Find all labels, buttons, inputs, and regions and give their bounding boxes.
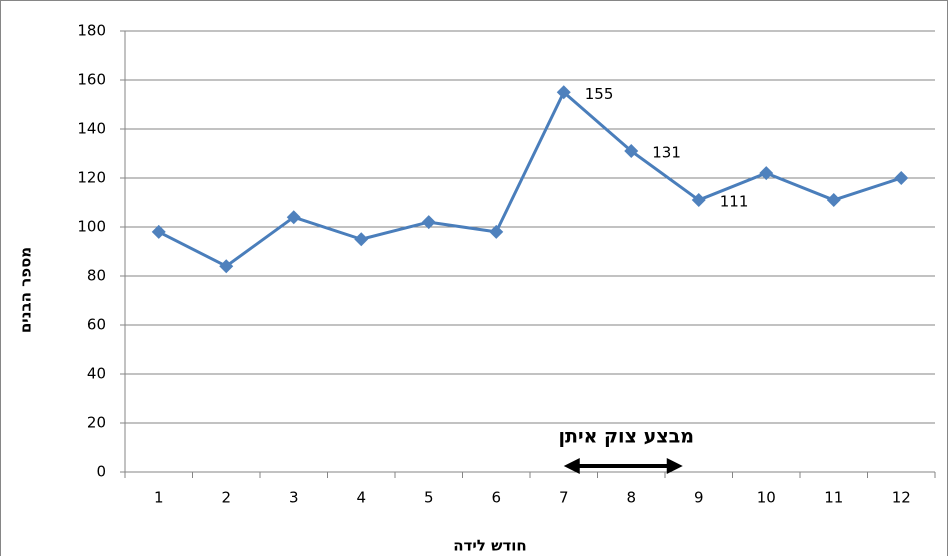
- data-label: 131: [652, 144, 681, 162]
- y-tick-label: 60: [87, 316, 106, 334]
- y-tick-label: 40: [87, 365, 106, 383]
- x-tick-label: 8: [626, 489, 636, 507]
- data-label: 111: [720, 193, 749, 211]
- y-tick-label: 140: [77, 120, 106, 138]
- y-tick-label: 20: [87, 414, 106, 432]
- y-tick-label: 100: [77, 218, 106, 236]
- x-tick-label: 10: [757, 489, 776, 507]
- x-tick-label: 7: [559, 489, 569, 507]
- x-axis-label: חודש לידה: [453, 537, 526, 555]
- y-tick-label: 120: [77, 169, 106, 187]
- x-tick-label: 4: [356, 489, 366, 507]
- arrow-head: [563, 458, 580, 474]
- data-label: 155: [585, 85, 614, 103]
- annotation: מבצע צוק איתן: [559, 426, 694, 448]
- y-axis-label: מספר הבנים: [17, 247, 35, 333]
- y-tick-label: 0: [96, 463, 106, 481]
- y-tick-label: 160: [77, 71, 106, 89]
- x-tick-label: 2: [221, 489, 231, 507]
- marker: [354, 232, 369, 247]
- arrow-head: [666, 458, 683, 474]
- x-tick-label: 12: [892, 489, 911, 507]
- x-tick-label: 5: [424, 489, 434, 507]
- x-tick-label: 9: [694, 489, 704, 507]
- marker: [624, 144, 639, 159]
- marker: [219, 259, 234, 274]
- x-tick-label: 1: [154, 489, 164, 507]
- marker: [421, 215, 436, 230]
- y-tick-label: 80: [87, 267, 106, 285]
- x-tick-label: 3: [289, 489, 299, 507]
- marker: [759, 166, 774, 181]
- line: [158, 90, 902, 268]
- marker: [826, 193, 841, 208]
- marker: [286, 210, 301, 225]
- y-tick-label: 180: [77, 22, 106, 40]
- marker: [556, 85, 571, 100]
- x-tick-label: 11: [824, 489, 843, 507]
- marker: [151, 224, 166, 239]
- marker: [691, 193, 706, 208]
- x-tick-label: 6: [491, 489, 501, 507]
- marker: [894, 171, 909, 185]
- marker: [489, 224, 504, 239]
